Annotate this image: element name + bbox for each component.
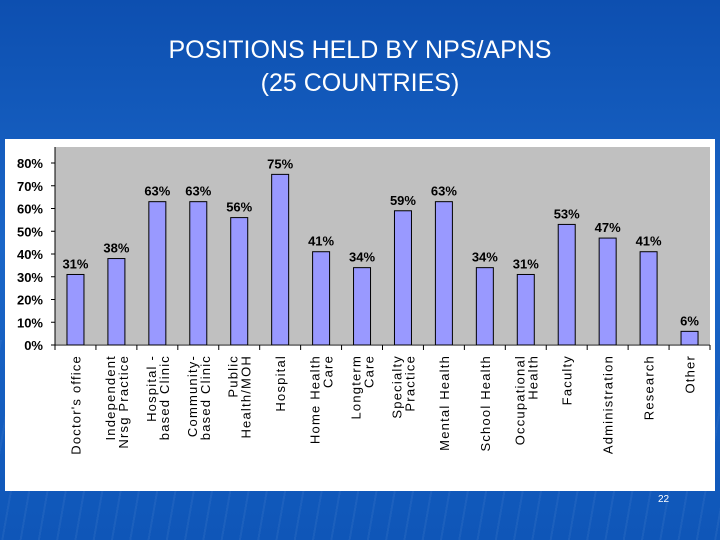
category-label-line: Care [321, 355, 336, 388]
data-label: 63% [185, 184, 211, 199]
chart-frame: 0% 10% 20% 30% 40% 50% 60% 70% 80% 31% Doctor's of… [5, 139, 715, 491]
y-tick-label: 30% [17, 270, 43, 285]
category-label-line: School Health [478, 355, 493, 452]
category-label: Research [642, 355, 657, 420]
category-label: Hospital -based Clinic [144, 355, 172, 440]
data-label: 41% [636, 234, 662, 249]
bar-chart: 0% 10% 20% 30% 40% 50% 60% 70% 80% 31% Doctor's of… [17, 147, 711, 455]
y-tick-label: 60% [17, 202, 43, 217]
category-label-line: Health [525, 355, 540, 400]
page-number: 22 [658, 494, 670, 505]
category-label-line: Care [362, 355, 377, 388]
data-label: 47% [595, 220, 621, 235]
category-label-line: Hospital - [144, 355, 159, 422]
bar [66, 273, 85, 346]
bar [148, 201, 167, 346]
bar [639, 251, 658, 346]
category-label-line: Health/MOH [239, 355, 254, 439]
bar [680, 330, 699, 346]
y-tick-label: 40% [17, 247, 43, 262]
data-label: 59% [390, 193, 416, 208]
category-label-line: Doctor's office [68, 355, 83, 455]
y-tick-label: 80% [17, 156, 43, 171]
category-label: Community-based Clinic [185, 355, 213, 440]
data-label: 63% [431, 184, 457, 199]
category-label: School Health [478, 355, 493, 452]
bar [516, 273, 535, 346]
category-label: Mental Health [437, 355, 452, 451]
category-label-line: Longterm [349, 355, 364, 420]
category-label-line: Mental Health [437, 355, 452, 451]
category-label: Doctor's office [68, 355, 83, 455]
bar [271, 173, 290, 346]
y-tick-label: 10% [17, 315, 43, 330]
category-label-line: Nrsg Practice [116, 355, 131, 449]
bar [353, 267, 372, 346]
category-label-line: Home Health [308, 355, 323, 444]
bar [230, 217, 249, 346]
data-label: 34% [472, 250, 498, 265]
category-label-line: Other [683, 355, 698, 394]
category-label-line: Public [226, 355, 241, 398]
data-label: 6% [680, 313, 699, 328]
category-label: Administration [601, 355, 616, 454]
slide-title: POSITIONS HELD BY NPS/APNS (25 COUNTRIES… [0, 34, 720, 100]
data-label: 31% [513, 256, 539, 271]
title-line-1: POSITIONS HELD BY NPS/APNS [168, 36, 552, 64]
category-label-line: Independent [103, 355, 118, 441]
category-label-line: Practice [402, 355, 417, 412]
category-label-line: Faculty [560, 355, 575, 405]
category-label: Faculty [560, 355, 575, 405]
bar [598, 237, 617, 346]
bar [312, 251, 331, 346]
bar [107, 258, 126, 346]
category-label-line: Community- [185, 355, 200, 437]
category-label-line: based Clinic [198, 355, 213, 440]
category-label-line: Occupational [512, 355, 527, 445]
y-tick-label: 0% [24, 338, 43, 353]
data-label: 63% [144, 184, 170, 199]
bar [189, 201, 208, 346]
data-label: 31% [62, 256, 88, 271]
y-tick-label: 70% [17, 179, 43, 194]
category-label-line: based Clinic [157, 355, 172, 440]
data-label: 41% [308, 234, 334, 249]
category-label-line: Specialty [389, 355, 404, 419]
y-tick-label: 20% [17, 293, 43, 308]
title-line-2: (25 COUNTRIES) [260, 69, 460, 97]
data-label: 38% [103, 241, 129, 256]
y-tick-label: 50% [17, 224, 43, 239]
bar [557, 223, 576, 346]
data-label: 34% [349, 250, 375, 265]
category-label-line: Hospital [273, 355, 288, 412]
category-label: Hospital [273, 355, 288, 412]
bar [393, 210, 412, 346]
bar [475, 267, 494, 346]
category-label-line: Research [642, 355, 657, 420]
data-label: 53% [554, 206, 580, 221]
data-label: 75% [267, 156, 293, 171]
bar [434, 201, 453, 346]
category-label: Other [683, 355, 698, 394]
category-label-line: Administration [601, 355, 616, 454]
data-label: 56% [226, 200, 252, 215]
